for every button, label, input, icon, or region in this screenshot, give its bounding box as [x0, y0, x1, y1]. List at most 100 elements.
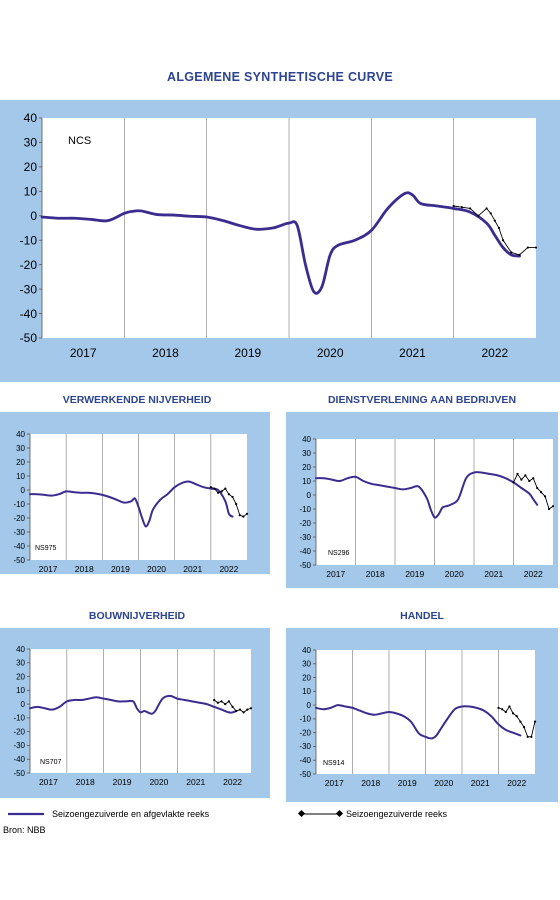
ns296-raw-point: [547, 507, 551, 511]
ns707-chart: 40 30 20 10 0 -10 -20 -30 -40 -50 2017 2018 2019 2020…: [13, 645, 253, 787]
ns914-x-tick-label: 2018: [361, 778, 380, 788]
ns707-title: BOUWNIJVERHEID: [88, 610, 186, 622]
ns707-raw-point: [231, 705, 234, 708]
main-chart: 40 30 20 10 0 -10 -20 -30 -40 -50 2017 2018 2019 2020…: [20, 111, 538, 360]
ns914-y-tick-label: 10: [302, 687, 311, 696]
ns914-y-tick-label: 20: [302, 673, 311, 682]
ns975-x-tick-label: 2020: [147, 564, 166, 574]
ns914-raw-point: [497, 706, 500, 709]
ns914-y-tick-label: -10: [299, 715, 311, 724]
ns296-raw-point: [520, 478, 523, 481]
ns296-y-tick-label: -20: [299, 519, 311, 528]
ns975-x-tick-label: 2019: [111, 564, 130, 574]
ns707-y-tick-label: 30: [16, 659, 25, 668]
main-x-tick-label: 2021: [399, 346, 426, 360]
legend-graphics: Seizoengezuiverde en afgevlakte reeks Se…: [8, 809, 448, 819]
ns914-raw-point: [530, 735, 533, 738]
ns914-y-tick-label: -30: [299, 742, 311, 751]
ns975-series-label: NS975: [35, 545, 57, 552]
ns914-smoothed-line: [315, 704, 522, 740]
ns914-x-tick-label: 2022: [507, 778, 526, 788]
ns296-chart: 40 30 20 10 0 -10 -20 -30 -40 -50 2017 2018 2019 2020…: [299, 435, 555, 579]
ns296-x-tick-label: 2017: [326, 569, 345, 579]
ns707-raw-point: [238, 708, 242, 711]
ns914-x-tick-label: 2021: [471, 778, 490, 788]
ns296-raw-point: [524, 474, 527, 477]
ns707-y-tick-label: 40: [16, 645, 25, 654]
ns296-raw-point: [512, 481, 515, 484]
ns296-y-tick-label: 10: [302, 477, 311, 486]
ns296-y-tick-label: 20: [302, 463, 311, 472]
ns296-x-tick-label: 2022: [524, 569, 543, 579]
ns707-x-tick-label: 2020: [149, 777, 168, 787]
ns975-y-tick-label: -20: [13, 514, 25, 523]
ns707-x-tick-label: 2021: [186, 777, 205, 787]
main-smoothed-line: [40, 191, 521, 295]
ns296-raw-point: [536, 486, 539, 490]
ns296-x-tick-label: 2018: [366, 569, 385, 579]
ns707-raw-point: [242, 711, 245, 714]
ns914-raw-point: [526, 735, 529, 738]
ns707-y-tick-label: -40: [13, 755, 25, 764]
ns975-y-tick-label: 20: [16, 458, 25, 467]
ns975-raw-point: [216, 491, 220, 494]
ns707-y-tick-label: -10: [13, 714, 25, 723]
ns296-raw-point: [544, 495, 547, 498]
ns296-raw-point: [528, 479, 531, 483]
ns914-y-tick-label: -20: [299, 728, 311, 737]
ns707-raw-point: [227, 700, 230, 703]
ns914-raw-point: [515, 715, 518, 718]
ns707-panel: 40 30 20 10 0 -10 -20 -30 -40 -50 2017 2018 2019 2020…: [0, 628, 270, 798]
main-y-tick-label: -10: [20, 233, 38, 247]
ns707-y-tick-label: 10: [16, 686, 25, 695]
main-raw-point: [526, 246, 529, 249]
main-y-tick-label: -40: [20, 307, 38, 321]
ns914-x-tick-label: 2019: [398, 778, 417, 788]
ns914-y-tick-label: 40: [302, 646, 311, 655]
legend-smoothed-label: Seizoengezuiverde en afgevlakte reeks: [52, 809, 210, 819]
ns975-x-tick-label: 2017: [39, 564, 58, 574]
ns975-chart: 40 30 20 10 0 -10 -20 -30 -40 -50 2017 2018 2019 2020…: [13, 430, 249, 574]
main-raw-point: [510, 251, 513, 254]
ns914-raw-point: [508, 705, 511, 708]
ns914-y-tick-label: -40: [299, 756, 311, 765]
legend-raw-marker-left: [297, 809, 306, 818]
ns975-panel: 40 30 20 10 0 -10 -20 -30 -40 -50 2017 2018 2019 2020…: [0, 412, 270, 574]
ns975-y-tick-label: -50: [13, 556, 25, 565]
main-raw-point: [518, 253, 521, 256]
ns975-smoothed-line: [29, 480, 234, 528]
main-y-tick-label: -50: [20, 331, 38, 345]
ns296-raw-point: [551, 505, 555, 508]
main-y-tick-label: 20: [24, 160, 38, 174]
ns975-raw-point: [242, 515, 245, 518]
main-y-tick-label: -30: [20, 282, 38, 296]
main-x-tick-label: 2018: [152, 346, 179, 360]
ns975-raw-point: [213, 487, 216, 490]
ns914-title: HANDEL: [400, 610, 444, 622]
ns975-raw-point: [238, 514, 241, 517]
main-raw-point: [489, 212, 492, 215]
ns914-raw-point: [512, 712, 515, 715]
ns296-y-tick-label: -10: [299, 505, 311, 514]
ns707-raw-point: [213, 698, 216, 702]
ns914-y-tick-label: -50: [299, 770, 311, 779]
ns975-x-tick-label: 2018: [75, 564, 94, 574]
ns914-raw-point: [522, 726, 526, 729]
ns975-y-tick-label: -40: [13, 542, 25, 551]
ns707-y-tick-label: -20: [13, 727, 25, 736]
ns296-y-tick-label: 0: [307, 491, 312, 500]
ns975-raw-point: [235, 502, 238, 506]
main-y-tick-label: 30: [24, 136, 38, 150]
ns975-raw-point: [224, 487, 227, 490]
ns975-raw-point: [245, 512, 249, 515]
ns975-x-tick-label: 2022: [219, 564, 238, 574]
ns296-x-tick-label: 2021: [484, 569, 503, 579]
ns914-raw-point: [504, 710, 507, 714]
ns707-x-tick-label: 2017: [39, 777, 58, 787]
ns296-raw-point: [532, 477, 535, 480]
ns296-y-tick-label: 30: [302, 449, 311, 458]
ns914-x-tick-label: 2020: [434, 778, 453, 788]
ns707-raw-point: [224, 703, 227, 706]
ns975-y-tick-label: 0: [21, 486, 26, 495]
main-raw-point: [501, 239, 505, 242]
